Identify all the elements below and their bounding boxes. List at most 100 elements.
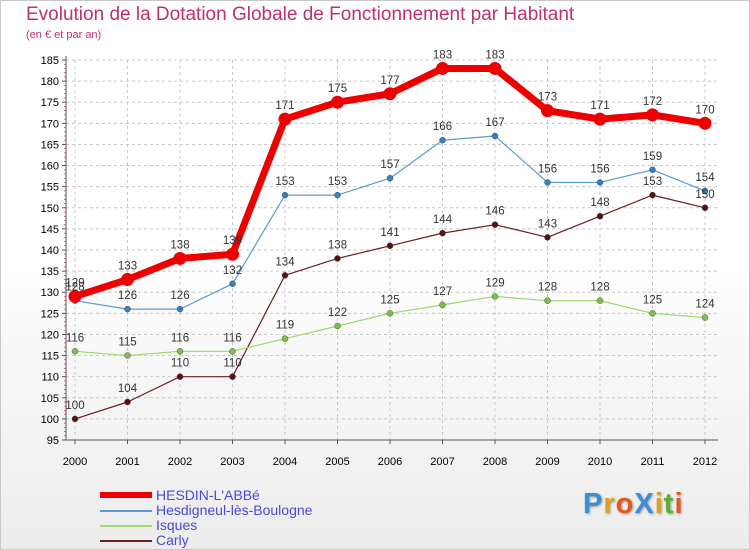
data-label-hesdigneul-l-s-boulogne: 166 — [433, 121, 452, 133]
data-label-hesdin-l-abb: 171 — [275, 100, 294, 112]
y-tick-label: 170 — [41, 118, 59, 130]
data-label-carly: 150 — [695, 189, 714, 201]
data-label-hesdin-l-abb: 171 — [590, 100, 609, 112]
data-point-isques — [71, 348, 79, 355]
data-point-hesdigneul-l-s-boulogne — [124, 305, 131, 313]
y-tick-label: 130 — [41, 287, 59, 299]
data-point-carly — [649, 191, 656, 199]
data-point-hesdin-l-abb — [278, 112, 292, 126]
data-point-isques — [701, 314, 709, 321]
data-label-hesdin-l-abb: 138 — [170, 239, 189, 251]
data-point-hesdin-l-abb — [121, 273, 134, 287]
data-label-hesdin-l-abb: 183 — [433, 49, 452, 61]
data-point-hesdigneul-l-s-boulogne — [439, 137, 446, 144]
data-label-isques: 129 — [485, 277, 504, 289]
data-point-isques — [281, 335, 289, 342]
x-tick-label: 2005 — [325, 456, 349, 468]
data-point-hesdin-l-abb — [488, 61, 502, 75]
x-tick-label: 2008 — [483, 456, 507, 468]
data-label-isques: 125 — [643, 294, 662, 306]
data-label-carly: 144 — [433, 214, 453, 226]
data-point-hesdin-l-abb — [698, 116, 712, 130]
data-point-hesdin-l-abb — [593, 112, 607, 126]
y-tick-label: 110 — [41, 372, 59, 384]
y-tick-label: 185 — [41, 55, 59, 67]
data-label-isques: 128 — [590, 282, 609, 294]
legend-swatch — [100, 510, 152, 512]
data-point-hesdin-l-abb — [383, 87, 397, 101]
data-point-hesdigneul-l-s-boulogne — [176, 305, 184, 313]
data-label-isques: 125 — [380, 294, 399, 306]
data-label-carly: 153 — [643, 176, 662, 188]
data-point-isques — [491, 293, 499, 300]
data-point-isques — [124, 352, 131, 359]
data-point-carly — [596, 213, 604, 220]
y-tick-label: 155 — [41, 182, 59, 194]
chart-subtitle: (en € et par an) — [26, 29, 102, 41]
x-tick-label: 2003 — [220, 456, 244, 468]
data-label-isques: 127 — [433, 286, 452, 298]
x-tick-label: 2007 — [430, 456, 454, 468]
data-label-carly: 143 — [538, 218, 557, 230]
data-point-isques — [334, 322, 341, 330]
data-label-isques: 122 — [328, 307, 347, 319]
data-point-hesdigneul-l-s-boulogne — [229, 280, 236, 287]
data-point-carly — [124, 398, 131, 406]
data-point-hesdigneul-l-s-boulogne — [386, 175, 394, 182]
data-point-carly — [491, 221, 499, 228]
legend-swatch — [100, 492, 152, 498]
data-label-carly: 104 — [118, 383, 138, 395]
data-point-isques — [439, 301, 446, 309]
data-label-hesdin-l-abb: 133 — [118, 261, 137, 273]
data-point-hesdigneul-l-s-boulogne — [491, 132, 499, 140]
data-label-hesdin-l-abb: 177 — [380, 75, 399, 87]
data-label-isques: 116 — [66, 332, 84, 344]
legend-label: HESDIN-L'ABBé — [156, 487, 260, 503]
data-label-carly: 146 — [485, 206, 504, 218]
y-tick-label: 95 — [47, 435, 59, 447]
logo-letter: i — [674, 488, 684, 520]
data-point-hesdin-l-abb — [173, 251, 187, 265]
data-label-hesdin-l-abb: 175 — [328, 83, 347, 95]
data-point-carly — [334, 255, 341, 262]
data-point-carly — [386, 242, 394, 249]
data-point-hesdin-l-abb — [436, 61, 449, 75]
logo-letter: o — [615, 488, 635, 520]
data-point-hesdin-l-abb — [226, 247, 239, 261]
data-point-carly — [544, 234, 551, 241]
y-tick-label: 145 — [41, 224, 59, 236]
data-point-hesdigneul-l-s-boulogne — [544, 179, 551, 186]
y-tick-label: 120 — [41, 329, 59, 341]
data-point-carly — [701, 204, 709, 211]
data-label-carly: 110 — [171, 358, 189, 370]
y-tick-label: 160 — [41, 161, 59, 173]
data-point-isques — [596, 297, 604, 304]
data-point-carly — [281, 272, 289, 279]
x-tick-label: 2004 — [273, 456, 297, 468]
data-point-hesdin-l-abb — [541, 104, 554, 118]
data-label-hesdigneul-l-s-boulogne: 159 — [643, 151, 662, 163]
x-tick-label: 2011 — [641, 456, 665, 468]
axes-layer: 95 100 105 110 115 120 125 130 135 140 145 150 155 16… — [41, 55, 718, 468]
data-label-hesdin-l-abb: 183 — [485, 49, 504, 61]
x-tick-label: 2009 — [535, 456, 559, 468]
y-tick-label: 180 — [41, 76, 59, 88]
legend-swatch — [100, 525, 152, 527]
x-tick-label: 2000 — [63, 456, 87, 468]
data-label-hesdigneul-l-s-boulogne: 132 — [223, 265, 242, 277]
data-point-carly — [229, 373, 236, 380]
data-point-carly — [71, 415, 79, 423]
data-label-hesdigneul-l-s-boulogne: 153 — [328, 176, 347, 188]
x-tick-label: 2002 — [168, 456, 192, 468]
data-point-hesdigneul-l-s-boulogne — [649, 166, 656, 173]
y-tick-label: 115 — [41, 351, 59, 363]
y-tick-label: 150 — [41, 203, 59, 215]
data-label-hesdigneul-l-s-boulogne: 154 — [695, 172, 715, 184]
data-point-isques — [229, 348, 236, 355]
x-tick-label: 2012 — [693, 456, 717, 468]
data-label-carly: 141 — [380, 227, 399, 239]
proxiti-logo: ProXiti — [583, 488, 684, 521]
data-label-hesdigneul-l-s-boulogne: 153 — [275, 176, 294, 188]
data-label-hesdin-l-abb: 139 — [223, 235, 242, 247]
data-label-hesdin-l-abb: 172 — [643, 96, 662, 108]
